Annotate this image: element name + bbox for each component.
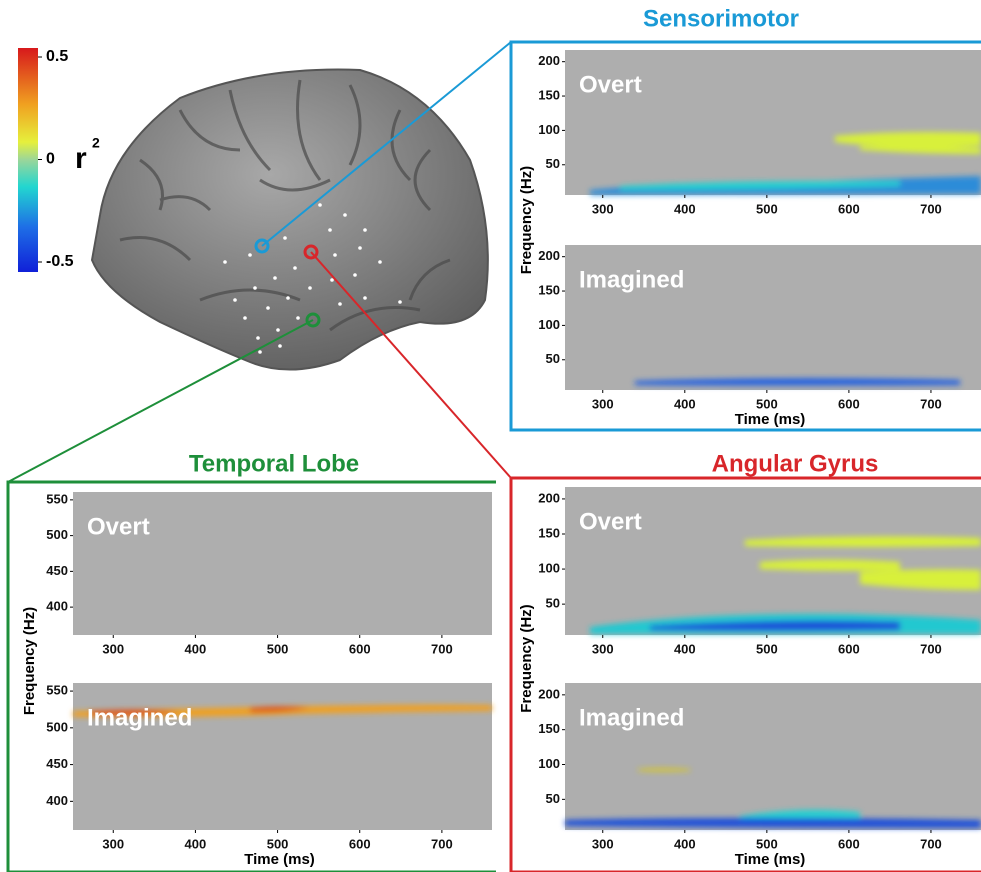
x-tick-label: 300 (102, 641, 124, 656)
colorbar-label: r (75, 142, 87, 175)
y-tick-label: 50 (546, 156, 560, 171)
x-tick-label: 500 (267, 641, 289, 656)
y-tick-label: 100 (538, 122, 560, 137)
y-tick-label: 200 (538, 686, 560, 701)
y-tick-label: 450 (46, 756, 68, 771)
subplot-label: Imagined (579, 704, 684, 731)
x-tick-label: 400 (674, 201, 696, 216)
x-tick-label: 400 (674, 396, 696, 411)
panel-frame (509, 40, 981, 432)
x-tick-label: 700 (431, 836, 453, 851)
x-tick-label: 600 (838, 836, 860, 851)
y-tick-label: 50 (546, 351, 560, 366)
x-tick-label: 400 (185, 641, 207, 656)
x-tick-label: 500 (756, 201, 778, 216)
x-tick-label: 400 (674, 836, 696, 851)
x-tick-label: 300 (592, 201, 614, 216)
subplot-label: Overt (87, 513, 150, 540)
x-tick-label: 300 (592, 836, 614, 851)
subplot-label: Imagined (579, 266, 684, 293)
x-tick-label: 600 (838, 641, 860, 656)
colorbar-tick-label: 0 (46, 151, 55, 168)
x-tick-label: 500 (267, 836, 289, 851)
x-tick-label: 500 (756, 641, 778, 656)
y-tick-label: 100 (538, 317, 560, 332)
y-tick-label: 150 (538, 525, 560, 540)
x-tick-label: 700 (431, 641, 453, 656)
x-axis-label: Time (ms) (735, 851, 806, 868)
x-tick-label: 500 (756, 396, 778, 411)
y-tick-label: 50 (546, 596, 560, 611)
y-tick-label: 400 (46, 793, 68, 808)
y-tick-label: 150 (538, 87, 560, 102)
y-tick-label: 200 (538, 490, 560, 505)
y-tick-label: 550 (46, 491, 68, 506)
y-tick-label: 100 (538, 756, 560, 771)
colorbar-tick-label: 0.5 (46, 48, 68, 65)
y-tick-label: 200 (538, 248, 560, 263)
y-tick-label: 200 (538, 53, 560, 68)
colorbar-label-sup: 2 (92, 135, 100, 151)
x-tick-label: 700 (920, 641, 942, 656)
y-axis-label: Frequency (Hz) (518, 604, 535, 712)
heatmap-blobs (73, 132, 981, 828)
x-tick-label: 700 (920, 201, 942, 216)
y-tick-label: 500 (46, 527, 68, 542)
x-tick-label: 600 (838, 201, 860, 216)
plot-area (73, 492, 492, 635)
x-tick-label: 300 (592, 641, 614, 656)
x-tick-label: 700 (920, 396, 942, 411)
plot-area (565, 683, 981, 830)
y-tick-label: 100 (538, 561, 560, 576)
subplot-label: Overt (579, 71, 642, 98)
plot-area (565, 50, 981, 195)
x-tick-label: 700 (920, 836, 942, 851)
colorbar-tick-label: -0.5 (46, 253, 74, 270)
x-axis-label: Time (ms) (244, 851, 315, 868)
y-tick-label: 400 (46, 599, 68, 614)
y-tick-label: 550 (46, 683, 68, 698)
brain (7, 41, 512, 483)
panel-title: Angular Gyrus (712, 450, 879, 477)
plot-area (565, 245, 981, 390)
colorbar (18, 48, 38, 272)
x-tick-label: 300 (592, 396, 614, 411)
x-tick-label: 400 (674, 641, 696, 656)
y-tick-label: 150 (538, 282, 560, 297)
panel-title: Sensorimotor (643, 5, 799, 32)
subplot-label: Imagined (87, 704, 192, 731)
y-tick-label: 150 (538, 721, 560, 736)
y-axis-label: Frequency (Hz) (21, 607, 38, 715)
x-tick-label: 600 (349, 836, 371, 851)
x-tick-label: 600 (838, 396, 860, 411)
subplot-label: Overt (579, 508, 642, 535)
y-tick-label: 500 (46, 719, 68, 734)
y-tick-label: 50 (546, 791, 560, 806)
x-tick-label: 500 (756, 836, 778, 851)
x-tick-label: 400 (185, 836, 207, 851)
y-tick-label: 450 (46, 563, 68, 578)
plot-area (565, 487, 981, 635)
x-tick-label: 300 (102, 836, 124, 851)
x-tick-label: 600 (349, 641, 371, 656)
panel-title: Temporal Lobe (189, 450, 359, 477)
x-axis-label: Time (ms) (735, 411, 806, 428)
panel-frame (6, 480, 496, 872)
panel-frame (509, 476, 981, 872)
y-axis-label: Frequency (Hz) (518, 166, 535, 274)
